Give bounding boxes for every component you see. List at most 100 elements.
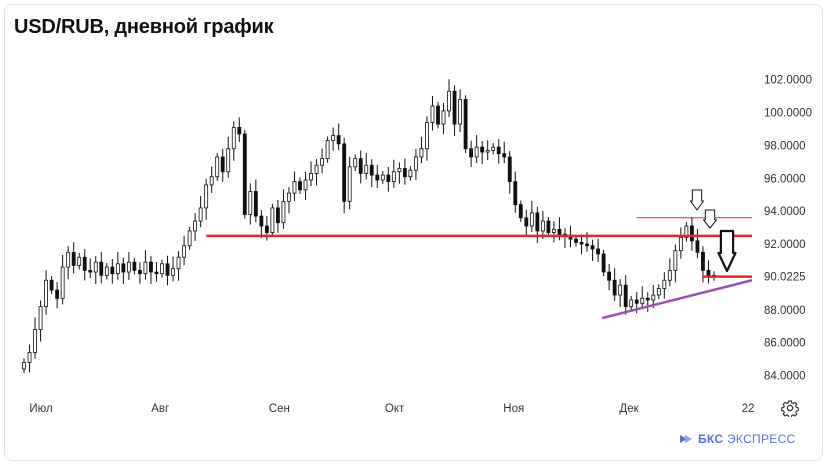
x-tick-label: Июл (29, 403, 52, 415)
candle (546, 216, 551, 237)
candle (71, 242, 76, 274)
candle (491, 143, 496, 155)
gear-icon[interactable] (781, 399, 799, 417)
candle (502, 141, 507, 164)
candle (44, 270, 48, 315)
candle (22, 358, 26, 374)
candle (93, 256, 98, 285)
y-tick-label: 100.0000 (764, 108, 812, 120)
candle (408, 166, 413, 181)
candle (149, 256, 153, 285)
x-tick-label: Ноя (503, 403, 524, 415)
candle (596, 238, 600, 262)
candle (612, 268, 617, 302)
candle (198, 195, 203, 228)
candle (469, 140, 474, 167)
candle (563, 228, 567, 248)
candle (88, 258, 93, 279)
candle (132, 258, 137, 275)
candle (259, 210, 264, 238)
y-tick-label: 84.0000 (764, 371, 806, 383)
candle (55, 282, 60, 309)
candle (579, 234, 584, 255)
candle (529, 200, 534, 233)
candle (298, 177, 302, 194)
candle (138, 262, 142, 284)
candle (485, 140, 490, 161)
y-tick-label: 102.0000 (764, 75, 812, 87)
candle (386, 166, 391, 192)
candle (82, 249, 87, 281)
arrow-down-large-icon (717, 229, 737, 273)
candle (287, 187, 291, 214)
candle (303, 171, 308, 200)
y-axis: 84.0000 86.0000 88.0000 90.0225 92.0000 94.00… (764, 75, 812, 383)
candle (496, 139, 501, 164)
x-tick-label: Сен (269, 403, 290, 415)
candle (480, 141, 485, 165)
trend-line (601, 279, 753, 320)
candle (458, 89, 462, 133)
candle (270, 203, 275, 237)
y-tick-label: 94.0000 (764, 206, 806, 218)
candle (369, 159, 374, 188)
candle (684, 221, 689, 242)
candle (226, 136, 231, 178)
candles (22, 79, 716, 374)
candle (358, 150, 363, 184)
candle (436, 101, 440, 129)
candle (640, 286, 645, 310)
candle (419, 136, 424, 164)
candle (331, 127, 336, 151)
candle (231, 121, 236, 161)
y-tick-label: 92.0000 (764, 239, 806, 251)
candle (667, 258, 672, 287)
candle (77, 253, 82, 270)
candle (447, 79, 451, 118)
candle (182, 235, 186, 266)
candle (49, 276, 54, 295)
candle (601, 249, 606, 277)
candle (623, 275, 628, 315)
arrow-down-icon (703, 209, 717, 229)
x-axis: Июл Авг Сен Окт Ноя Дек 22 (29, 403, 754, 415)
x-tick-label: Дек (619, 403, 639, 415)
candle (209, 166, 214, 193)
candle (126, 252, 131, 281)
candle (115, 251, 120, 280)
x-tick-label: 22 (742, 403, 755, 415)
candle (314, 159, 319, 186)
candle (535, 206, 540, 243)
candle (176, 251, 181, 281)
candle (143, 250, 148, 280)
candle (325, 136, 330, 163)
candle (552, 221, 556, 243)
candle (237, 117, 242, 143)
y-tick-label: 98.0000 (764, 140, 806, 152)
candle (320, 148, 324, 174)
candle (662, 272, 667, 299)
candle (204, 178, 209, 220)
candle (618, 279, 623, 308)
y-tick-label: 88.0000 (764, 305, 806, 317)
arrow-down-icon (690, 189, 704, 211)
candle (425, 116, 429, 161)
candle (121, 257, 126, 285)
candle (673, 244, 678, 283)
y-tick-label: 96.0000 (764, 173, 806, 185)
candle (342, 137, 347, 214)
candle (66, 246, 71, 280)
candle (706, 260, 711, 284)
candle (430, 95, 435, 131)
brand-name-rest: ЭКСПРЕСС (727, 432, 796, 446)
candle (391, 159, 396, 188)
candle (380, 170, 385, 185)
candle (524, 209, 529, 237)
candle (507, 150, 512, 194)
candle (154, 261, 159, 282)
candle (463, 95, 468, 153)
candle (160, 259, 164, 278)
candle (607, 263, 612, 291)
candle (242, 129, 247, 219)
candle (220, 148, 225, 182)
